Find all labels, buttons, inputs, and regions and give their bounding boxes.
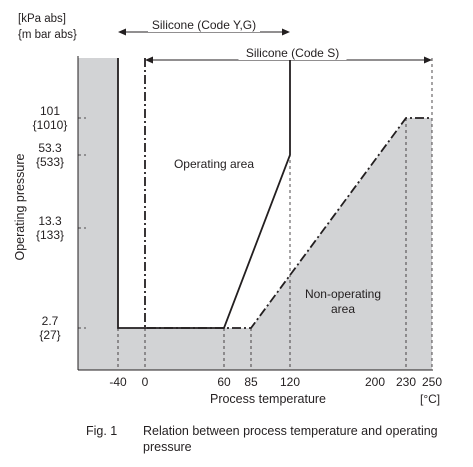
y-tick-mbar-53.3: {533} <box>36 155 64 169</box>
caption-figure-number: Fig. 1 <box>86 424 118 438</box>
range-arrows: Silicone (Code Y,G) Silicone (Code S) <box>118 18 432 64</box>
series-layer <box>117 58 432 329</box>
x-tick-250: 250 <box>422 375 442 389</box>
caption-text: Relation between process temperature and… <box>143 424 438 454</box>
y-tick-kpa-2.7: 2.7 <box>42 314 59 328</box>
y-tick-mbar-2.7: {27} <box>39 328 60 342</box>
x-tick-230: 230 <box>396 375 416 389</box>
arrow-label-code-yg: Silicone (Code Y,G) <box>152 18 256 32</box>
arrowhead-left-code-yg <box>118 28 126 36</box>
arrowhead-right-code-s <box>424 56 432 64</box>
arrow-label-code-s: Silicone (Code S) <box>246 46 339 60</box>
y-axis-label: Operating pressure <box>13 153 27 260</box>
operating-area-label: Operating area <box>174 157 254 171</box>
x-tick-0: 0 <box>142 375 149 389</box>
arrow-label-bg-code-yg <box>148 18 260 32</box>
non-operating-label-line2: area <box>331 302 355 316</box>
y-tick-kpa-101: 101 <box>40 104 60 118</box>
x-axis-label: Process temperature <box>210 392 326 406</box>
y-tick-mbar-101: {1010} <box>33 118 68 132</box>
series-line-code-s <box>144 58 432 329</box>
arrow-label-bg-code-s <box>238 46 347 60</box>
x-tick-85: 85 <box>244 375 258 389</box>
non-operating-label-line1: Non-operating <box>305 287 381 301</box>
x-tick-120: 120 <box>280 375 300 389</box>
arrowhead-left-code-s <box>145 56 153 64</box>
non-operating-shade-right <box>224 118 432 370</box>
y-units-mbar: {m bar abs} <box>18 29 77 41</box>
tick-labels: -40 0 60 85 120 200 230 250 101{1010} 53.3{533} 13… <box>33 104 443 389</box>
arrowhead-right-code-yg <box>282 28 290 36</box>
x-tick--40: -40 <box>109 375 127 389</box>
y-units-kpa: [kPa abs] <box>18 13 66 25</box>
y-tick-mbar-13.3: {133} <box>36 228 64 242</box>
series-line-code-yg <box>117 58 291 329</box>
x-units: [°C] <box>420 392 440 406</box>
y-tick-kpa-13.3: 13.3 <box>38 214 62 228</box>
x-tick-200: 200 <box>365 375 385 389</box>
y-tick-kpa-53.3: 53.3 <box>38 141 62 155</box>
dashed-guides <box>78 58 433 370</box>
non-operating-shade-left <box>78 58 224 370</box>
x-tick-60: 60 <box>217 375 231 389</box>
